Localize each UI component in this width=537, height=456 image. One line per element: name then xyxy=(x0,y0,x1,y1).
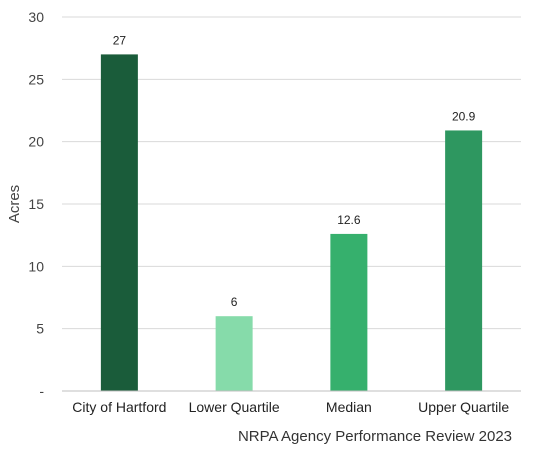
y-tick-label: - xyxy=(39,383,44,399)
bars xyxy=(100,54,483,392)
x-tick-label: Upper Quartile xyxy=(418,399,509,415)
bar-median xyxy=(330,233,368,391)
x-tick-label: City of Hartford xyxy=(72,399,166,415)
y-tick-label: 15 xyxy=(28,196,44,212)
data-label: 6 xyxy=(231,295,238,309)
data-label: 27 xyxy=(113,33,127,47)
y-tick-label: 10 xyxy=(28,258,44,274)
bar-city-of-hartford xyxy=(100,54,138,392)
y-tick-label: 5 xyxy=(36,321,44,337)
bar-upper-quartile xyxy=(445,130,483,392)
data-label: 12.6 xyxy=(337,213,361,227)
x-tick-label: Median xyxy=(326,399,372,415)
y-axis-title: Acres xyxy=(6,185,23,223)
y-tick-label: 20 xyxy=(28,134,44,150)
y-tick-label: 30 xyxy=(28,9,44,25)
data-labels: 27 6 12.6 20.9 xyxy=(113,33,476,309)
gridlines xyxy=(62,16,521,330)
source-label: NRPA Agency Performance Review 2023 xyxy=(238,428,512,445)
x-axis-labels: City of Hartford Lower Quartile Median Uppe… xyxy=(72,399,509,415)
y-tick-label: 25 xyxy=(28,71,44,87)
y-axis-ticks: - 5 10 15 20 25 30 xyxy=(28,9,44,399)
bar-lower-quartile xyxy=(215,316,253,391)
data-label: 20.9 xyxy=(452,109,476,123)
x-tick-label: Lower Quartile xyxy=(189,399,280,415)
